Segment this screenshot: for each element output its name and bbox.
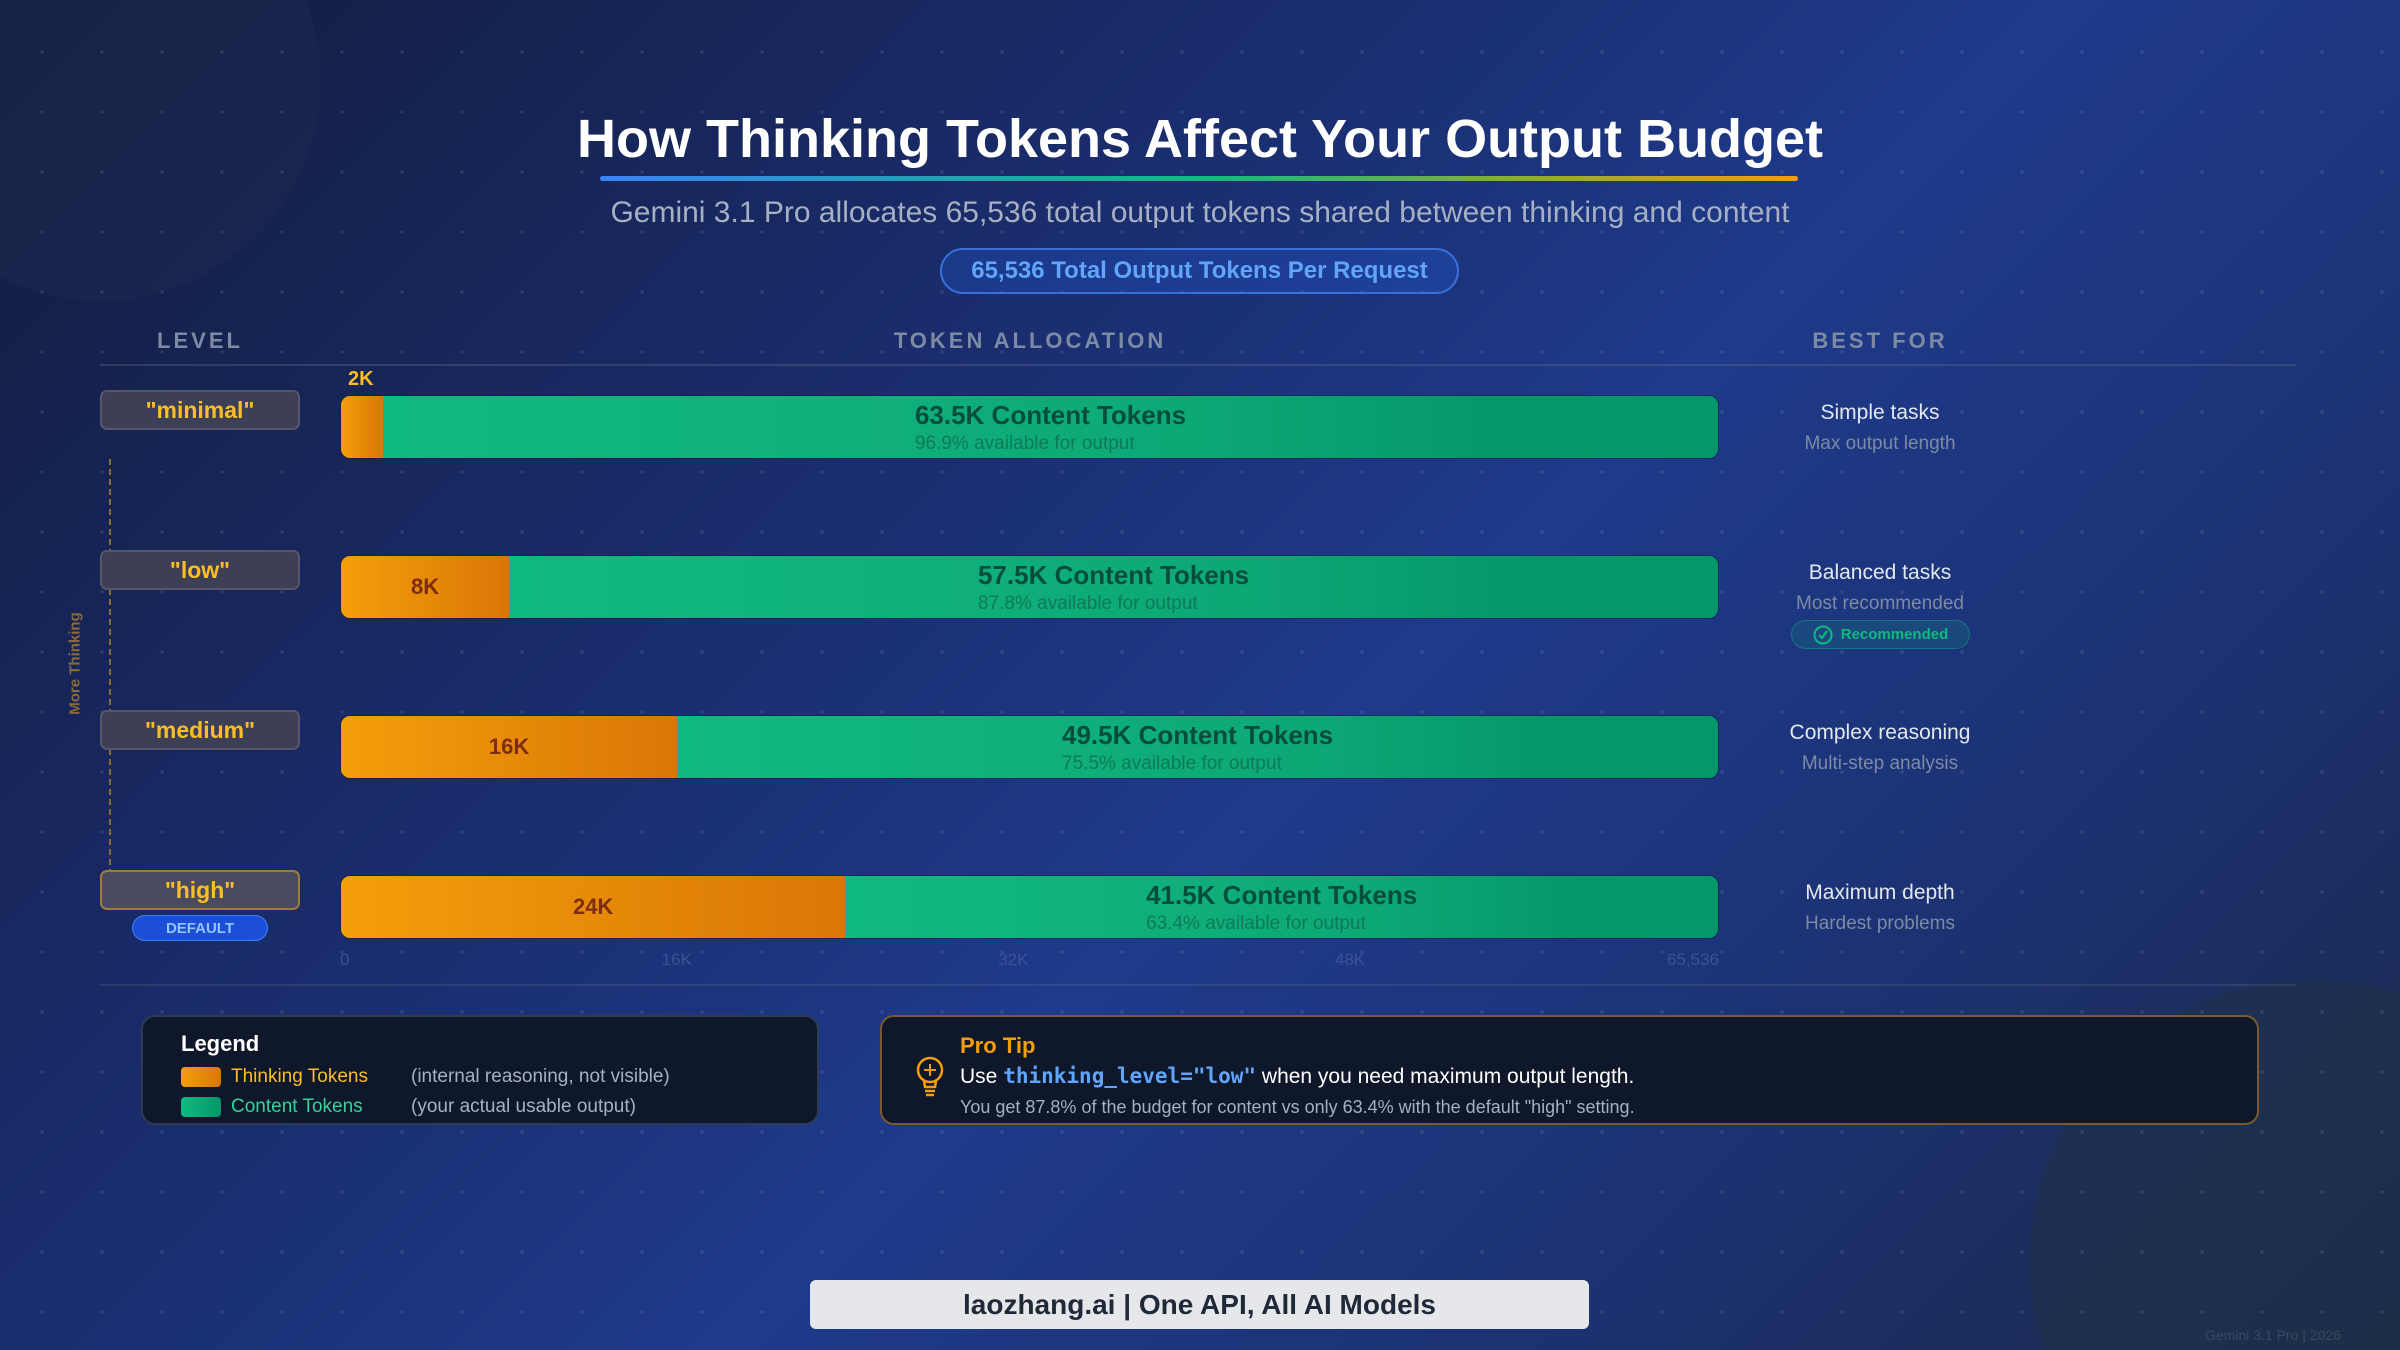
content-segment: 63.5K Content Tokens 96.9% available for … [383, 396, 1718, 458]
footer-banner: laozhang.ai | One API, All AI Models [810, 1280, 1589, 1329]
content-percent: 96.9% available for output [914, 432, 1135, 454]
watermark: Gemini 3.1 Pro | 2026 [2205, 1327, 2341, 1343]
best-for-title: Simple tasks [1820, 401, 1940, 424]
tip-post: when you need maximum output length. [1256, 1065, 1635, 1088]
thinking-segment: 8K [341, 556, 510, 618]
pro-tip-detail: You get 87.8% of the budget for content … [960, 1097, 1635, 1117]
more-thinking-label: More Thinking [66, 612, 84, 715]
recommended-badge: Recommended [1791, 620, 1970, 649]
total-tokens-badge: 65,536 Total Output Tokens Per Request [940, 248, 1459, 294]
allocation-bar: 24K 41.5K Content Tokens 63.4% available … [340, 875, 1719, 939]
pro-tip-panel: Pro Tip Use thinking_level="low" when yo… [880, 1015, 2259, 1125]
best-for-sub: Multi-step analysis [1801, 753, 1959, 774]
x-tick-label: 16K [661, 950, 692, 969]
legend-thinking-label: Thinking Tokens [231, 1066, 368, 1087]
content-percent: 63.4% available for output [1146, 912, 1366, 934]
content-percent: 75.5% available for output [1062, 752, 1282, 774]
pro-tip-title: Pro Tip [960, 1033, 1036, 1058]
level-pill: "high" [100, 870, 300, 910]
best-for-cell: Balanced tasks Most recommended [1730, 561, 2030, 615]
content-segment: 49.5K Content Tokens 75.5% available for … [677, 716, 1718, 778]
level-pill: "low" [100, 550, 300, 590]
legend-panel: Legend Thinking Tokens (internal reasoni… [141, 1015, 819, 1125]
content-label: 63.5K Content Tokens [914, 399, 1187, 430]
default-badge: DEFAULT [132, 915, 268, 941]
more-thinking-arrow [109, 459, 111, 875]
header-divider [100, 364, 2296, 366]
page-title: How Thinking Tokens Affect Your Output B… [577, 109, 1823, 169]
legend-thinking-desc: (internal reasoning, not visible) [411, 1066, 670, 1087]
pro-tip-text: Use thinking_level="low" when you need m… [960, 1064, 1634, 1089]
page-subtitle: Gemini 3.1 Pro allocates 65,536 total ou… [610, 196, 1790, 229]
x-tick-label: 48K [1334, 950, 1366, 969]
thinking-swatch [181, 1067, 221, 1087]
level-pill: "medium" [100, 710, 300, 750]
best-for-sub: Hardest problems [1805, 913, 1955, 934]
content-segment: 57.5K Content Tokens 87.8% available for … [509, 556, 1718, 618]
title-underline [600, 176, 1798, 181]
legend-title: Legend [181, 1031, 260, 1056]
content-label: 57.5K Content Tokens [977, 559, 1250, 590]
content-label: 41.5K Content Tokens [1146, 879, 1418, 910]
best-for-cell: Simple tasks Max output length [1730, 401, 2030, 455]
check-circle-icon [1813, 625, 1833, 644]
section-divider [100, 984, 2296, 986]
allocation-bar: 16K 49.5K Content Tokens 75.5% available … [340, 715, 1719, 779]
content-swatch [181, 1097, 221, 1117]
best-for-title: Maximum depth [1805, 881, 1955, 904]
content-percent: 87.8% available for output [977, 592, 1198, 614]
recommended-label: Recommended [1840, 626, 1949, 643]
lightbulb-icon [916, 1056, 944, 1097]
content-label: 49.5K Content Tokens [1062, 719, 1334, 750]
best-for-title: Complex reasoning [1789, 721, 1971, 744]
best-for-cell: Maximum depth Hardest problems [1730, 881, 2030, 935]
x-tick-label: 32K [998, 950, 1029, 969]
thinking-segment: 24K [341, 876, 846, 938]
allocation-bar: 63.5K Content Tokens 96.9% available for … [340, 395, 1719, 459]
best-for-sub: Most recommended [1796, 593, 1964, 614]
legend-content-desc: (your actual usable output) [411, 1096, 636, 1117]
x-tick-label: 65,536 [1667, 950, 1719, 969]
thinking-label: 16K [488, 734, 530, 759]
column-header-best-for: BEST FOR [1812, 328, 1948, 353]
thinking-label: 2K [348, 368, 374, 390]
thinking-segment: 16K [341, 716, 678, 778]
content-segment: 41.5K Content Tokens 63.4% available for … [845, 876, 1718, 938]
thinking-segment [341, 396, 384, 458]
column-header-level: LEVEL [157, 328, 243, 353]
column-header-allocation: TOKEN ALLOCATION [893, 328, 1167, 353]
x-tick-label: 0 [340, 950, 350, 969]
level-pill: "minimal" [100, 390, 300, 430]
thinking-label: 8K [410, 574, 440, 599]
tip-code: thinking_level="low" [1003, 1064, 1257, 1088]
best-for-cell: Complex reasoning Multi-step analysis [1730, 721, 2030, 775]
allocation-bar: 8K 57.5K Content Tokens 87.8% available f… [340, 555, 1719, 619]
legend-content-label: Content Tokens [231, 1096, 363, 1117]
thinking-label: 24K [572, 894, 614, 919]
best-for-sub: Max output length [1804, 433, 1956, 454]
best-for-title: Balanced tasks [1808, 561, 1952, 584]
tip-pre: Use [960, 1065, 1004, 1088]
